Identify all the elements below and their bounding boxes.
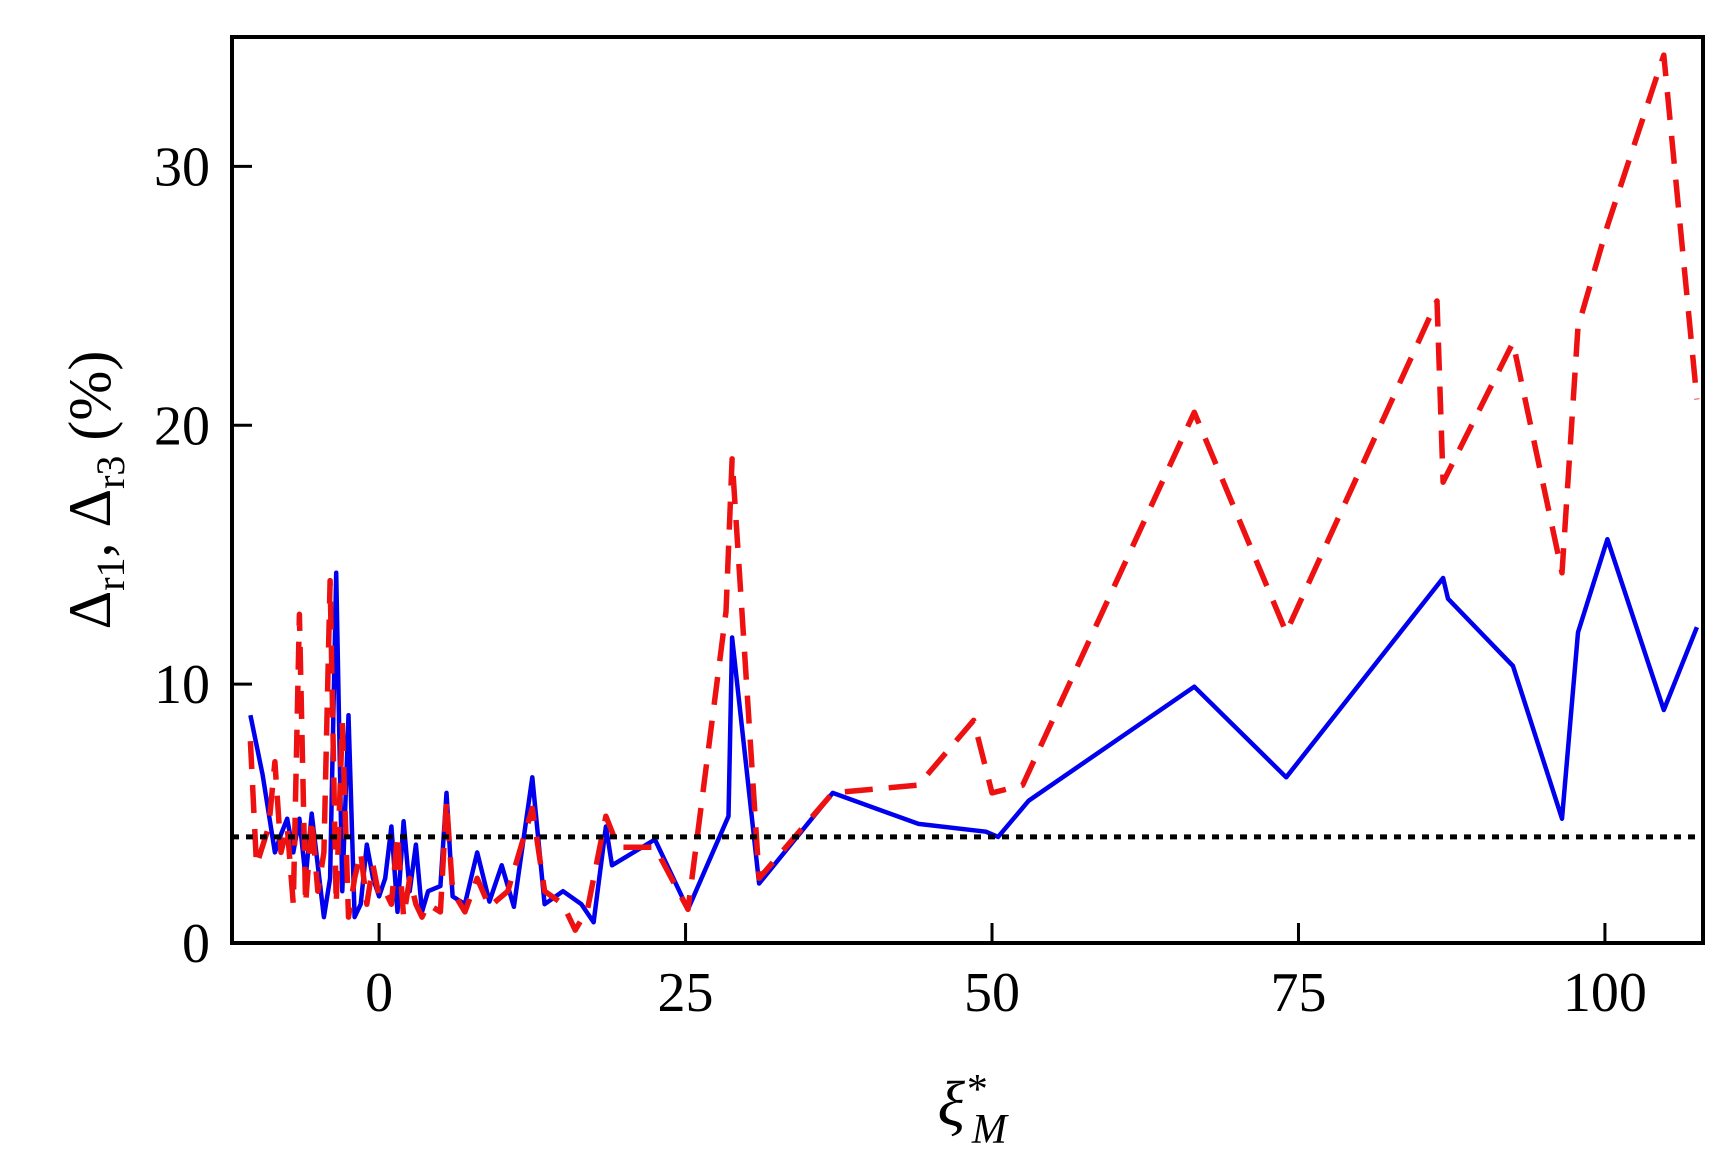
x-label-sup: * <box>965 1067 986 1113</box>
x-tick-label: 100 <box>1563 962 1647 1024</box>
series-line-solid-blue <box>248 536 1699 925</box>
plot-frame <box>230 35 1705 945</box>
x-tick-label: 75 <box>1270 962 1326 1024</box>
y-label-sep: , Δ <box>57 489 123 558</box>
series-line-dashed-red <box>247 52 1700 933</box>
y-label-delta1: Δ <box>57 591 123 630</box>
series-layer <box>247 52 1700 933</box>
x-tick-label: 25 <box>658 962 714 1024</box>
x-label-sub: M <box>971 1107 1009 1153</box>
x-tick-label: 50 <box>964 962 1020 1024</box>
x-axis-label: ξ* M <box>938 1067 1009 1153</box>
x-label-base: ξ <box>938 1068 966 1139</box>
y-tick-label: 20 <box>154 395 210 457</box>
x-tick-label: 0 <box>365 962 393 1024</box>
y-label-sub2: r3 <box>88 456 133 489</box>
y-label-unit: (%) <box>57 351 123 456</box>
y-axis-label: Δr1, Δr3 (%) <box>57 351 133 630</box>
tick-layer: 0 25 50 75 100 0 10 20 30 <box>154 136 1647 1024</box>
y-label-sub1: r1 <box>88 557 133 590</box>
y-tick-label: 10 <box>154 654 210 716</box>
y-tick-label: 0 <box>182 913 210 975</box>
y-tick-label: 30 <box>154 136 210 198</box>
